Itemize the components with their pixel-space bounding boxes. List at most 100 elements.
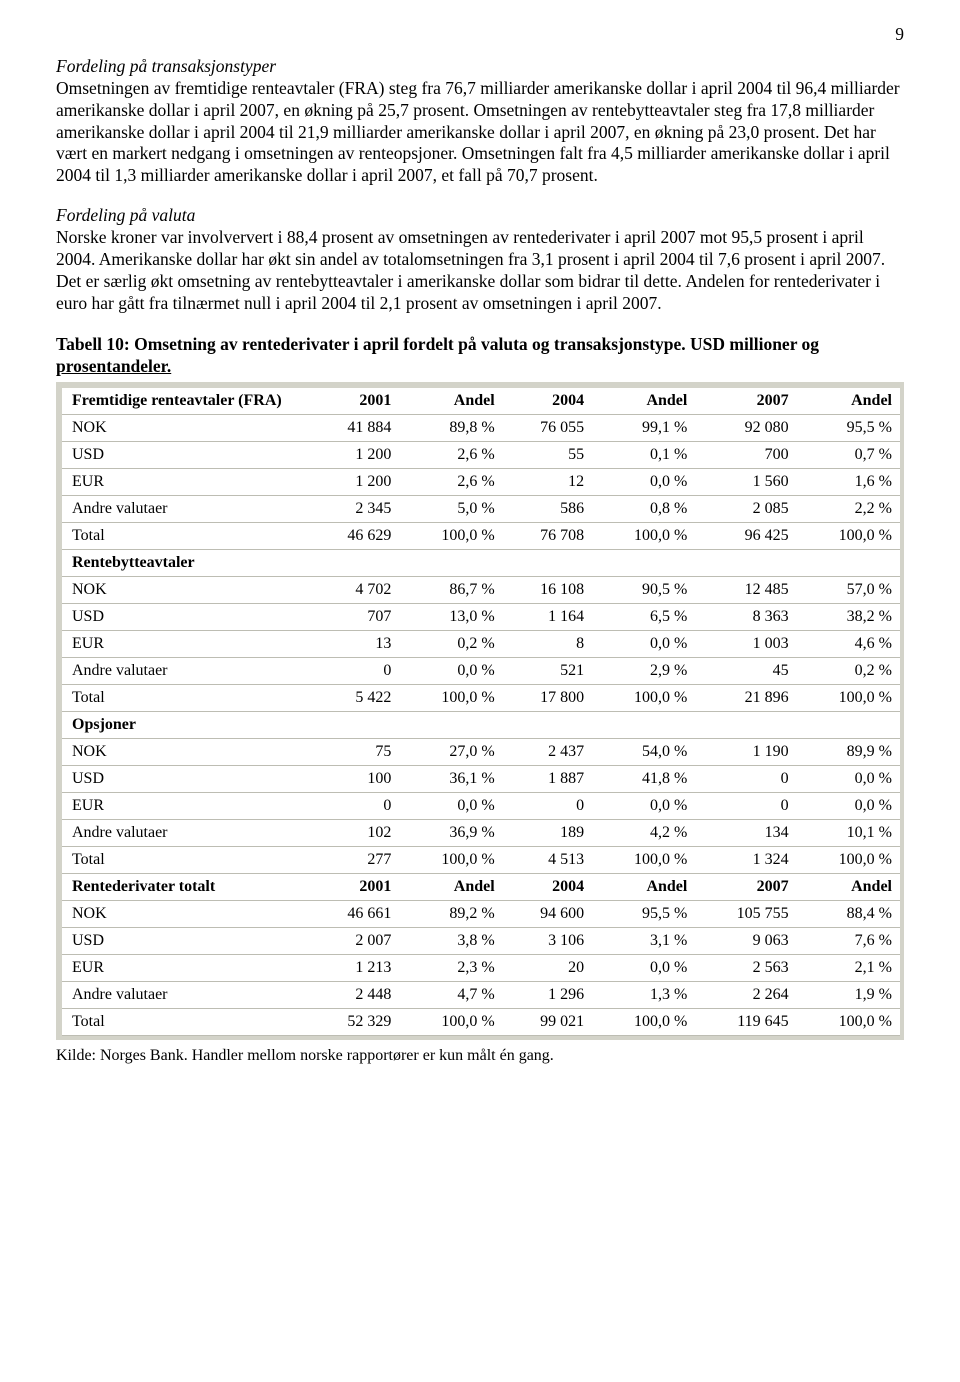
cell: 0,8 % [592,496,695,523]
cell: 0,2 % [399,631,502,658]
table-row: EUR1 2002,6 %120,0 %1 5601,6 % [62,469,900,496]
row-label: Total [62,847,310,874]
row-label: USD [62,442,310,469]
cell: 3 106 [503,928,592,955]
col-header-label: Fremtidige renteavtaler (FRA) [62,388,310,415]
cell: 99,1 % [592,415,695,442]
cell: 2,6 % [399,442,502,469]
cell: 92 080 [695,415,796,442]
cell: 1,3 % [592,982,695,1009]
cell: 4,7 % [399,982,502,1009]
cell: 0,0 % [592,955,695,982]
cell: 1 560 [695,469,796,496]
cell: 1 200 [310,469,399,496]
cell: 4,6 % [797,631,900,658]
cell: 13,0 % [399,604,502,631]
row-label: Total [62,1009,310,1036]
cell: 0 [695,766,796,793]
cell: 1 887 [503,766,592,793]
table-footnote: Kilde: Norges Bank. Handler mellom norsk… [56,1046,904,1066]
cell: 12 485 [695,577,796,604]
cell: 0,0 % [592,793,695,820]
cell: 38,2 % [797,604,900,631]
table-row: Total5 422100,0 %17 800100,0 %21 896100,… [62,685,900,712]
row-label: Andre valutaer [62,496,310,523]
cell: 2,2 % [797,496,900,523]
table-row: NOK41 88489,8 %76 05599,1 %92 08095,5 % [62,415,900,442]
cell: 100,0 % [797,847,900,874]
body-transaction-types: Omsetningen av fremtidige renteavtaler (… [56,78,900,186]
cell: 2004 [503,874,592,901]
cell [592,712,695,739]
cell [797,712,900,739]
table-row: Total277100,0 %4 513100,0 %1 324100,0 % [62,847,900,874]
row-label: NOK [62,577,310,604]
cell: 277 [310,847,399,874]
table-row: Opsjoner [62,712,900,739]
cell [503,550,592,577]
cell: 1 324 [695,847,796,874]
cell: 0,0 % [592,469,695,496]
cell: 2001 [310,874,399,901]
cell: 3,8 % [399,928,502,955]
cell [399,712,502,739]
row-label: EUR [62,469,310,496]
row-label: Rentederivater totalt [62,874,310,901]
table-row: Andre valutaer2 3455,0 %5860,8 %2 0852,2… [62,496,900,523]
table-body: NOK41 88489,8 %76 05599,1 %92 08095,5 %U… [62,415,900,1036]
cell: 7,6 % [797,928,900,955]
cell: 99 021 [503,1009,592,1036]
cell: 13 [310,631,399,658]
heading-transaction-types: Fordeling på transaksjonstyper [56,56,276,76]
cell: 100,0 % [592,847,695,874]
cell [797,550,900,577]
cell: 100,0 % [797,1009,900,1036]
cell: 189 [503,820,592,847]
row-label: Opsjoner [62,712,310,739]
table-title-line2: prosentandeler. [56,356,171,376]
cell: 2,1 % [797,955,900,982]
table-container: Fremtidige renteavtaler (FRA) 2001 Andel… [56,382,904,1040]
cell: 100,0 % [592,685,695,712]
cell: 4,2 % [592,820,695,847]
cell: 0,2 % [797,658,900,685]
cell: 2 085 [695,496,796,523]
cell: 2 437 [503,739,592,766]
cell: 2 448 [310,982,399,1009]
table-title: Tabell 10: Omsetning av rentederivater i… [56,333,904,379]
cell [399,550,502,577]
row-label: NOK [62,415,310,442]
cell: 1 190 [695,739,796,766]
cell: 16 108 [503,577,592,604]
cell: 94 600 [503,901,592,928]
col-header-2001: 2001 [310,388,399,415]
cell: 12 [503,469,592,496]
cell: 2007 [695,874,796,901]
row-label: USD [62,604,310,631]
cell: 2,3 % [399,955,502,982]
cell: 5 422 [310,685,399,712]
cell: 4 702 [310,577,399,604]
cell: 100,0 % [399,847,502,874]
cell: 4 513 [503,847,592,874]
cell: 89,9 % [797,739,900,766]
cell: 100,0 % [399,685,502,712]
cell: 0,7 % [797,442,900,469]
row-label: Andre valutaer [62,658,310,685]
table-row: Total46 629100,0 %76 708100,0 %96 425100… [62,523,900,550]
row-label: EUR [62,955,310,982]
table-row: USD2 0073,8 %3 1063,1 %9 0637,6 % [62,928,900,955]
cell: 46 629 [310,523,399,550]
cell: 0,0 % [592,631,695,658]
row-label: USD [62,928,310,955]
table-row: NOK4 70286,7 %16 10890,5 %12 48557,0 % [62,577,900,604]
cell: 76 055 [503,415,592,442]
cell: 1 200 [310,442,399,469]
row-label: Total [62,523,310,550]
cell: 21 896 [695,685,796,712]
cell: 521 [503,658,592,685]
cell: 134 [695,820,796,847]
cell: 96 425 [695,523,796,550]
cell: 52 329 [310,1009,399,1036]
table-header-row: Fremtidige renteavtaler (FRA) 2001 Andel… [62,388,900,415]
